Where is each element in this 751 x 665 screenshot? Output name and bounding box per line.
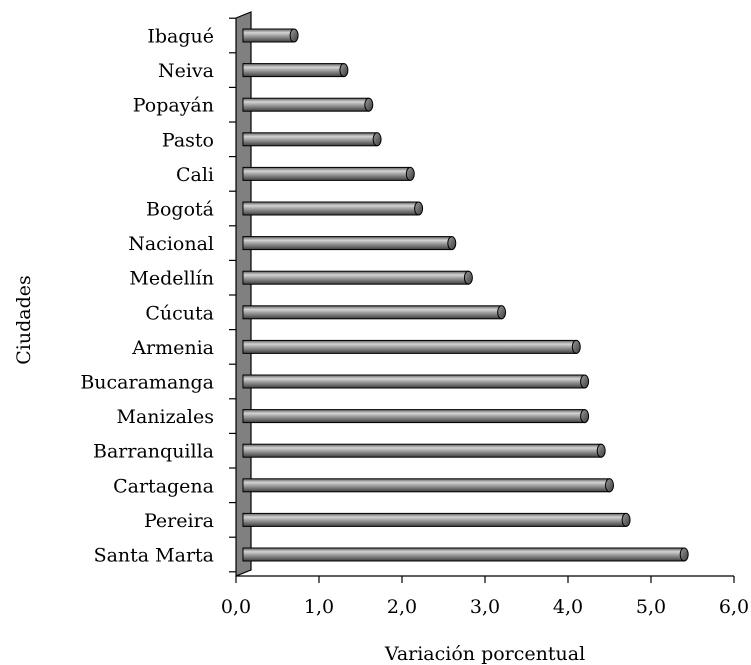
bar-6 <box>242 201 424 216</box>
bar-body <box>242 305 503 320</box>
bar-end-cap <box>605 478 614 493</box>
bar-end-cap <box>447 236 457 251</box>
bar-end-cap <box>497 305 507 320</box>
y-tick-label: Nacional <box>128 233 214 255</box>
bar-body <box>242 132 378 147</box>
bar-16 <box>242 547 689 562</box>
bar-body <box>242 201 420 216</box>
bar-body <box>242 270 469 285</box>
y-tick-label: Bucaramanga <box>80 372 214 394</box>
bar-body <box>242 409 586 424</box>
x-tick-label: 1,0 <box>304 596 334 618</box>
bar-7 <box>242 236 457 251</box>
y-tick-labels: Ibagué Neiva Popayán Pasto Cali Bogotá Naciona… <box>80 26 214 567</box>
y-tick-label: Bogotá <box>146 199 214 221</box>
bar-13 <box>242 443 606 458</box>
y-tick-label: Barranquilla <box>93 441 214 463</box>
bar-body <box>242 478 610 493</box>
bar-end-cap <box>405 166 415 181</box>
y-tick-label: Manizales <box>116 406 214 428</box>
y-tick-label: Cartagena <box>113 475 214 497</box>
y-tick-label: Pasto <box>162 129 214 151</box>
bar-body <box>242 547 685 562</box>
bar-2 <box>242 63 349 78</box>
bar-end-cap <box>372 132 382 147</box>
bar-5 <box>242 166 415 181</box>
x-tick-label: 5,0 <box>636 596 666 618</box>
y-tick-label: Armenia <box>131 337 214 359</box>
y-tick-label: Medellín <box>129 268 214 290</box>
bars <box>242 28 689 562</box>
bar-10 <box>242 339 581 354</box>
bar-end-cap <box>364 97 374 112</box>
bar-body <box>242 236 453 251</box>
bar-body <box>242 28 295 43</box>
bar-8 <box>242 270 473 285</box>
chart-back-wall <box>235 11 252 577</box>
y-tick-label: Santa Marta <box>94 545 214 567</box>
y-tick-label: Cúcuta <box>145 302 214 324</box>
bar-end-cap <box>621 512 631 527</box>
bar-end-cap <box>580 374 590 389</box>
y-category-ticks <box>229 17 236 573</box>
bar-body <box>242 443 602 458</box>
bar-1 <box>242 28 299 43</box>
bar-body <box>242 166 411 181</box>
bar-9 <box>242 305 507 320</box>
y-axis-title: Ciudades <box>13 275 35 365</box>
bar-end-cap <box>463 270 473 285</box>
x-tick-label: 6,0 <box>719 596 749 618</box>
bar-body <box>242 339 577 354</box>
bar-end-cap <box>289 28 299 43</box>
y-tick-label: Neiva <box>158 60 214 82</box>
bar-body <box>242 97 370 112</box>
y-tick-label: Pereira <box>144 510 214 532</box>
y-tick-label: Ibagué <box>147 26 214 48</box>
bar-body <box>242 63 345 78</box>
bar-body <box>242 512 627 527</box>
x-tick-label: 4,0 <box>553 596 583 618</box>
bar-end-cap <box>571 339 581 354</box>
x-tick-label: 2,0 <box>387 596 417 618</box>
x-ticks: 0,0 1,0 2,0 3,0 4,0 5,0 6,0 <box>221 576 749 618</box>
bar-4 <box>242 132 382 147</box>
bar-end-cap <box>414 201 424 216</box>
bar-11 <box>242 374 590 389</box>
x-axis-title: Variación porcentual <box>384 643 585 665</box>
bar-end-cap <box>596 443 606 458</box>
bar-3 <box>242 97 374 112</box>
x-tick-label: 3,0 <box>470 596 500 618</box>
bar-end-cap <box>339 63 349 78</box>
bar-15 <box>242 512 631 527</box>
x-tick-label: 0,0 <box>221 596 251 618</box>
y-tick-label: Popayán <box>133 95 214 117</box>
bar-12 <box>242 409 590 424</box>
bar-14 <box>242 478 614 493</box>
bar-body <box>242 374 586 389</box>
y-tick-label: Cali <box>176 164 214 186</box>
bar-end-cap <box>580 409 590 424</box>
bar-end-cap <box>679 547 689 562</box>
